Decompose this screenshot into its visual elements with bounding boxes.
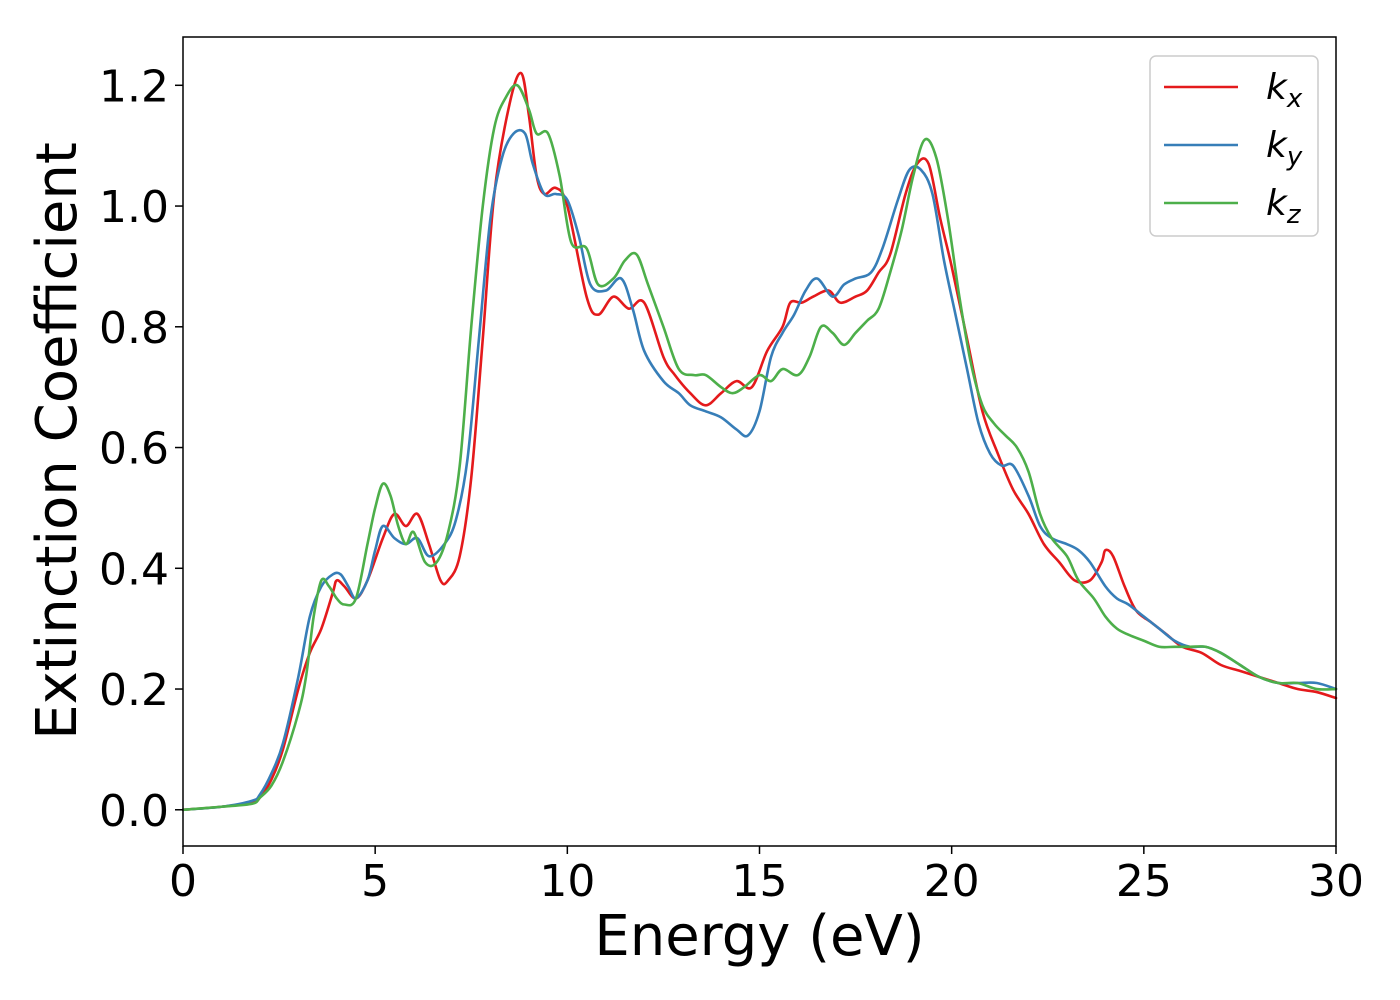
x-tick-label: 10 [539,856,595,907]
legend-label-kx: kx [1266,67,1303,114]
x-tick-label: 25 [1116,856,1172,907]
y-tick-label: 0.8 [99,303,169,354]
series-line-kz [181,83,1338,812]
x-tick-label: 30 [1308,856,1364,907]
y-axis-label: Extinction Coefficient [25,142,90,740]
x-tick-label: 5 [361,856,389,907]
x-tick-label: 20 [924,856,980,907]
x-tick-label: 15 [732,856,788,907]
y-tick-label: 0.2 [99,665,169,716]
series-line-kx [181,71,1338,812]
plot-area [183,37,1336,846]
y-tick-label: 0.6 [99,424,169,475]
legend-label-kz: kz [1266,183,1302,230]
y-tick-label: 1.0 [99,182,169,233]
y-axis: 0.0 0.2 0.4 0.6 0.8 1.0 1.2 [99,61,183,837]
x-axis: 0 5 10 15 20 25 30 [169,846,1364,907]
y-tick-label: 0.0 [99,786,169,837]
legend: kx ky kz [1149,55,1319,237]
x-tick-label: 0 [169,856,197,907]
legend-label-ky: ky [1266,125,1303,172]
y-tick-label: 1.2 [99,61,169,112]
x-axis-label: Energy (eV) [594,904,924,969]
y-tick-label: 0.4 [99,544,169,595]
series-line-ky [181,128,1338,812]
series-layer [181,71,1338,812]
